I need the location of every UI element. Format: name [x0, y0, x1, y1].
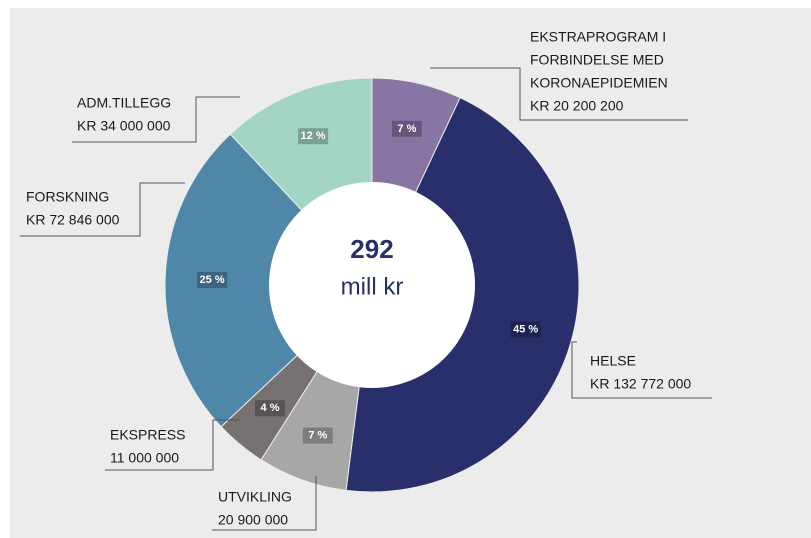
slice: [164, 133, 373, 428]
connector: [212, 476, 317, 531]
total-unit: mill kr: [341, 273, 404, 300]
connectors: [20, 67, 712, 531]
value-label-bg: [302, 427, 333, 444]
value-label: 12 %: [301, 130, 326, 142]
amount-label: 11 000 000: [110, 450, 179, 466]
category-label: EKSPRESS: [110, 427, 185, 443]
category-label: FORSKNING: [26, 189, 109, 205]
value-label: 45 %: [513, 324, 538, 336]
category-label: ADM.TILLEGG: [77, 95, 171, 111]
total-value: 292: [350, 234, 393, 264]
connector: [20, 182, 185, 237]
connector: [72, 96, 240, 143]
connector: [571, 341, 712, 399]
category-label: EKSTRAPROGRAM I: [530, 29, 666, 45]
amount-label: 20 900 000: [218, 512, 288, 528]
amount-label: KR 34 000 000: [77, 118, 171, 134]
value-label: 7 %: [308, 429, 327, 441]
category-label: FORBINDELSE MED: [530, 52, 664, 68]
connector: [105, 419, 240, 471]
category-label: KORONAEPIDEMIEN: [530, 75, 668, 91]
amount-label: KR 132 772 000: [590, 376, 691, 392]
value-label: 25 %: [200, 274, 225, 286]
value-label: 7 %: [397, 123, 416, 135]
amount-label: KR 20 200 200: [530, 98, 624, 114]
value-label-bg: [197, 271, 228, 288]
value-label-bg: [510, 321, 541, 338]
value-label-bg: [391, 120, 422, 137]
value-label: 4 %: [261, 402, 280, 414]
category-label: UTVIKLING: [218, 489, 292, 505]
donut-hole: [269, 182, 475, 388]
value-label-bg: [298, 128, 329, 145]
value-label-bg: [255, 400, 286, 417]
category-label: HELSE: [590, 353, 636, 369]
amount-label: KR 72 846 000: [26, 212, 120, 228]
connector: [430, 67, 688, 121]
